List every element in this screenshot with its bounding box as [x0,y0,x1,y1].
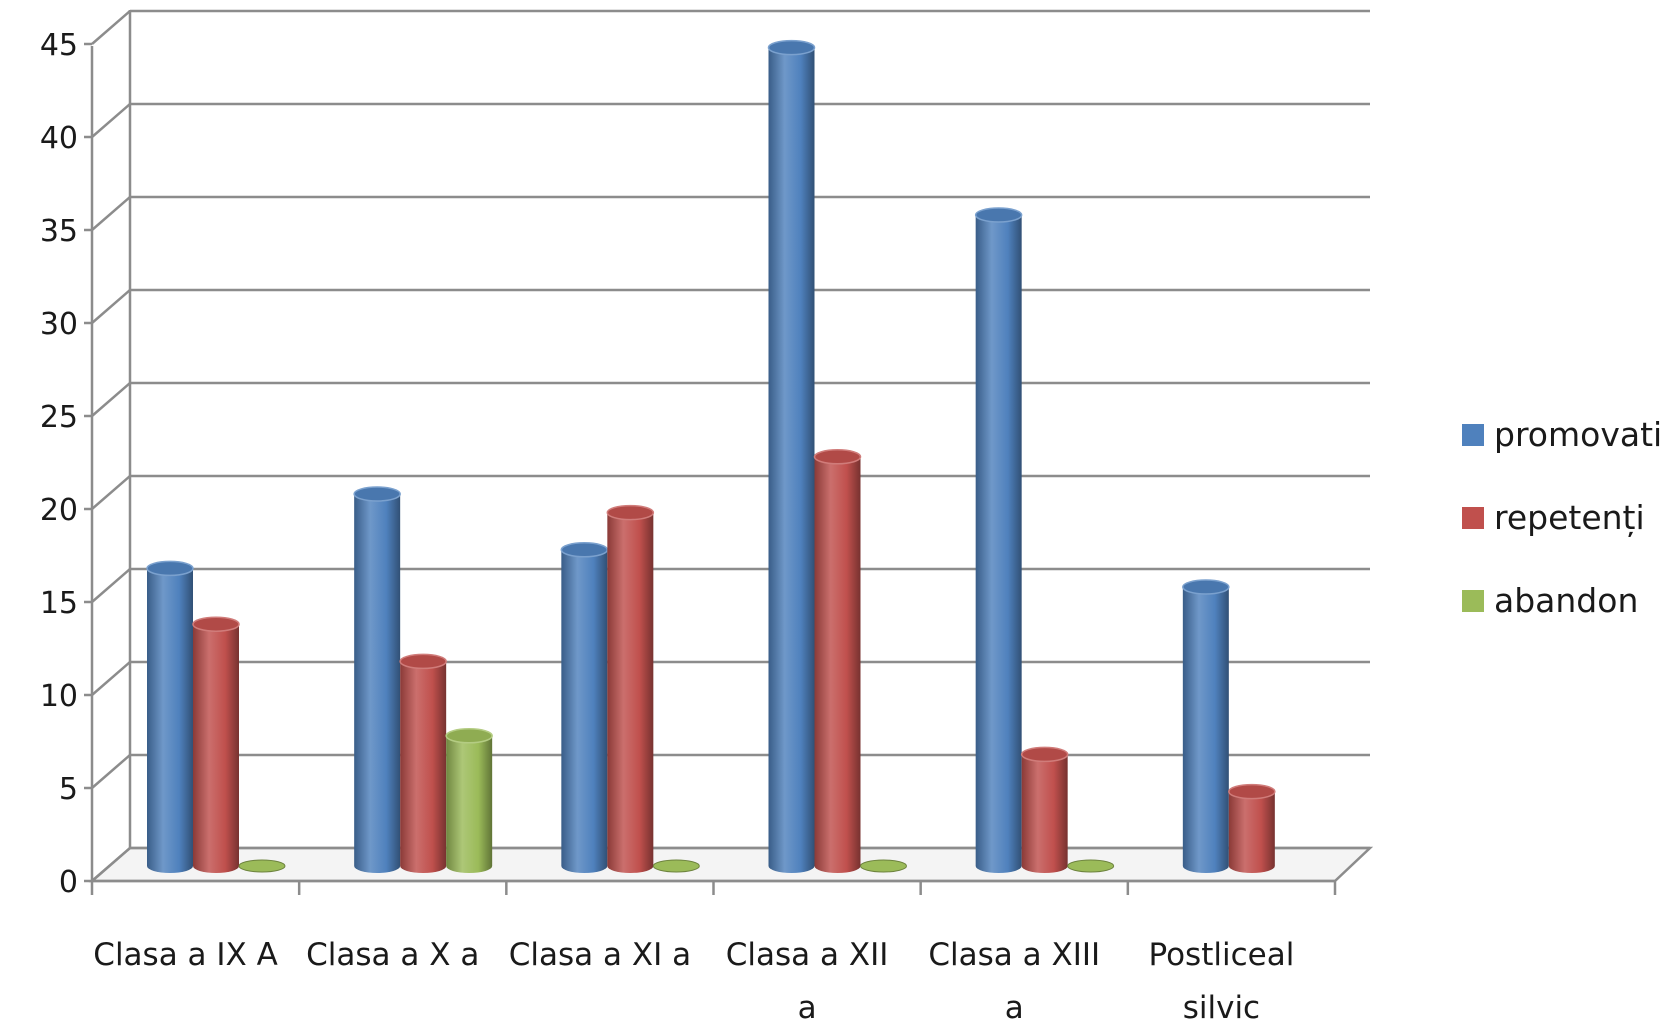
gridline-side [92,569,130,602]
gridline-side [92,755,130,788]
y-tick-label: 20 [40,493,78,528]
bar-body [1022,754,1068,873]
bar-body [446,736,492,873]
y-tick-label: 15 [40,586,78,621]
y-tick-label: 0 [59,865,78,900]
bar-disc [239,860,285,872]
y-axis-ticks: 0 5 10 15 20 25 30 35 40 45 [40,28,92,900]
chart-walls [92,10,1370,881]
bar-body [193,624,239,873]
bar-disc [861,860,907,872]
legend-swatch-repetenți [1462,507,1484,529]
bar-body [400,661,446,873]
legend-label-promovati: promovati [1494,415,1662,454]
bar-abandon-1 [446,729,492,873]
bar-promovati-2 [561,543,607,873]
bar-repetenți-2 [607,506,653,873]
bar-top [815,450,861,464]
gridline-side [92,290,130,323]
y-tick-label: 35 [40,214,78,249]
bar-disc [1068,860,1114,872]
bar-body [607,513,653,873]
gridline-side [92,197,130,230]
x-tick-label: silvic [1183,990,1260,1020]
bar-promovati-0 [147,561,193,873]
gridline-side [92,476,130,509]
bar-promovati-3 [769,41,815,873]
x-axis: Clasa a IX A Clasa a X a Clasa a XI a Clasa… [92,881,1335,1020]
bar-abandon-0 [239,860,285,872]
bar-promovati-5 [1183,580,1229,873]
bar-repetenți-4 [1022,747,1068,873]
gridlines [92,11,1370,881]
x-tick-label: Postliceal [1149,937,1295,973]
y-tick-label: 45 [40,28,78,63]
bar-repetenți-1 [400,654,446,873]
bar-top [1022,747,1068,761]
bar-top [607,506,653,520]
bar-top [1229,785,1275,799]
bar-top [1183,580,1229,594]
legend-swatch-abandon [1462,590,1484,612]
bar-disc [653,860,699,872]
bar-body [1183,587,1229,873]
x-tick-label: a [798,990,817,1020]
bar-promovati-1 [354,487,400,873]
gridline-side [92,662,130,695]
bar-abandon-2 [653,860,699,872]
y-tick-label: 10 [40,679,78,714]
bar-top [561,543,607,557]
bar-abandon-4 [1068,860,1114,872]
x-tick-label: Clasa a IX A [93,937,278,973]
bar-body [354,494,400,873]
bar-top [769,41,815,55]
legend-label-repetenți: repetenți [1494,498,1645,538]
bar-abandon-3 [861,860,907,872]
y-tick-label: 25 [40,400,78,435]
legend: promovati repetenți abandon [1462,415,1662,620]
bar-body [147,568,193,873]
bar-body [769,48,815,873]
gridline-side [92,104,130,137]
y-tick-label: 5 [59,772,78,807]
bar-promovati-4 [976,208,1022,873]
bar-repetenți-0 [193,617,239,873]
bars [147,41,1275,873]
bar-repetenți-5 [1229,785,1275,873]
x-tick-label: Clasa a X a [306,937,479,973]
bar-top [446,729,492,743]
bar-top [354,487,400,501]
y-tick-label: 30 [40,307,78,342]
bar-body [815,457,861,873]
bar-top [976,208,1022,222]
legend-label-abandon: abandon [1494,581,1638,620]
gridline-side [92,383,130,416]
gridline-side [92,11,130,44]
legend-swatch-promovati [1462,424,1484,446]
x-tick-label: a [1005,990,1024,1020]
bar-body [1229,792,1275,873]
bar-top [400,654,446,668]
bar-top [193,617,239,631]
bar-body [976,215,1022,873]
bar-body [561,550,607,873]
x-tick-label: Clasa a XII [726,937,889,973]
bar-repetenți-3 [815,450,861,873]
y-tick-label: 40 [40,121,78,156]
x-tick-label: Clasa a XI a [509,937,691,973]
x-tick-label: Clasa a XIII [928,937,1100,973]
bar-top [147,561,193,575]
